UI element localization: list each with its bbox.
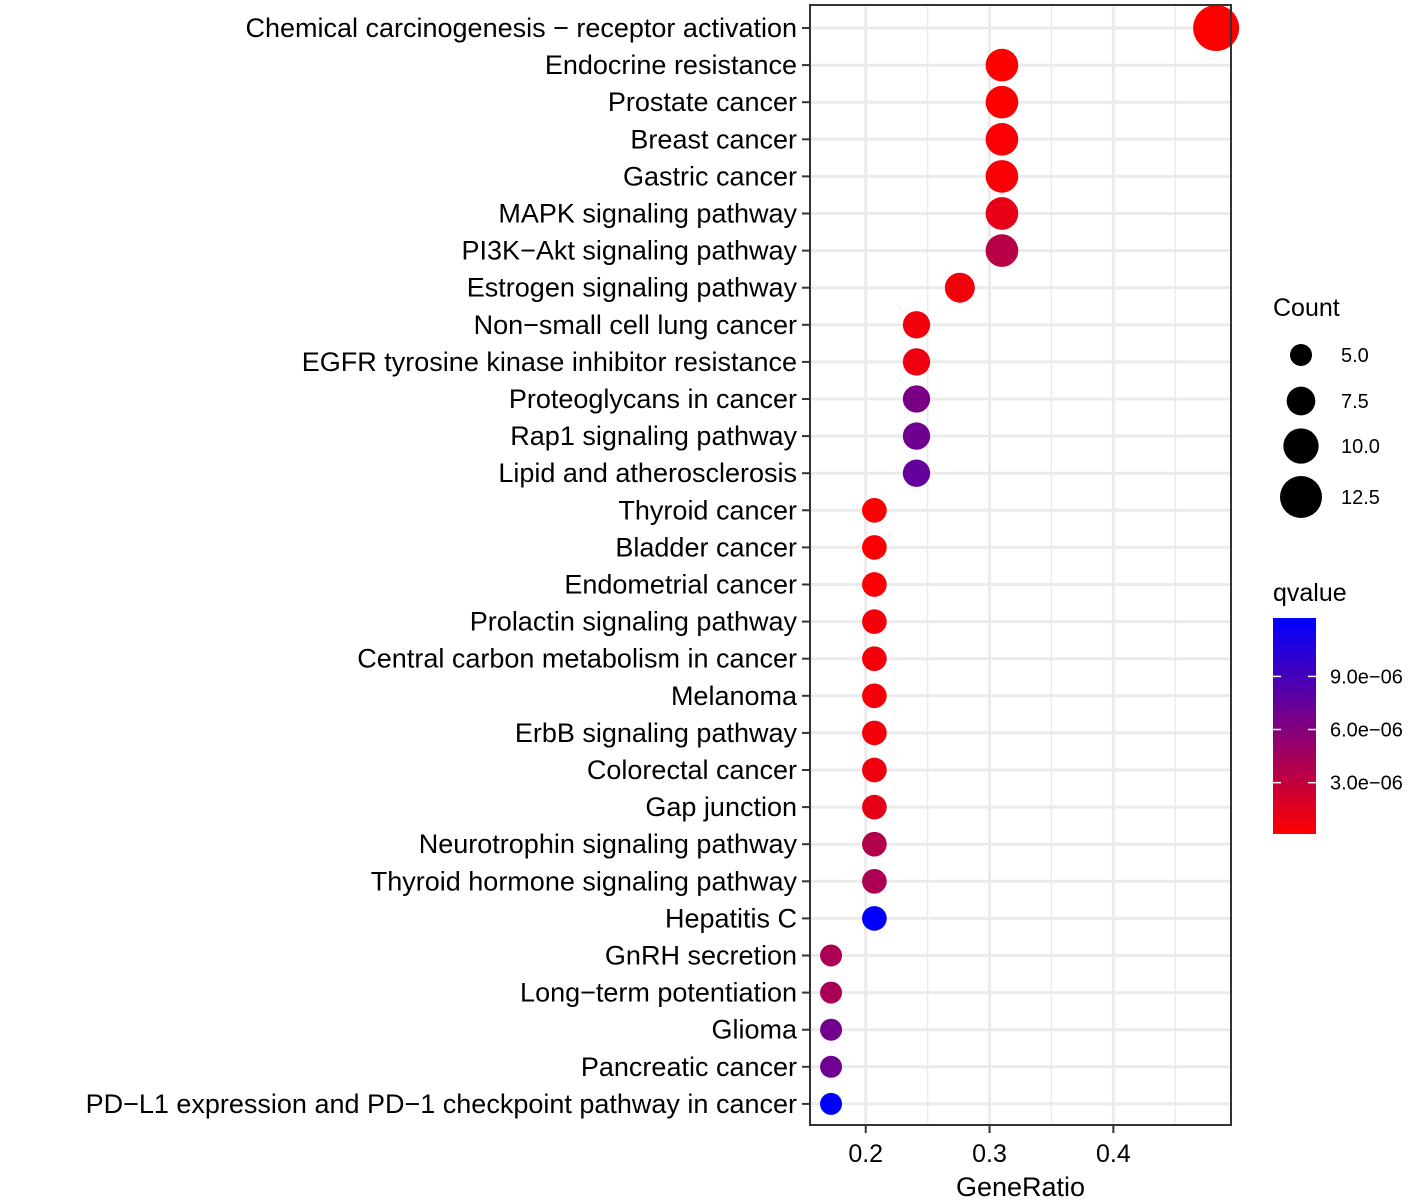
data-point [820,981,843,1004]
plot-background [810,5,1231,1125]
data-point [820,1018,843,1041]
data-point [862,831,887,857]
count-legend-key [1280,476,1322,518]
category-label: Breast cancer [630,124,797,154]
category-label: PI3K−Akt signaling pathway [462,236,798,266]
category-label: Chemical carcinogenesis − receptor activ… [245,13,797,43]
count-legend-title: Count [1273,294,1340,322]
category-label: Neurotrophin signaling pathway [419,829,798,859]
category-label: Colorectal cancer [587,755,797,785]
count-legend: Count 5.0 7.5 10.0 12.5 [1273,294,1380,518]
x-axis: 0.2 0.3 0.4 [848,1125,1131,1168]
category-label: Thyroid cancer [618,495,797,525]
category-label: GnRH secretion [605,941,797,971]
panel-border [809,4,1232,1126]
category-label: Proteoglycans in cancer [509,384,797,414]
qvalue-legend: qvalue 3.0e−06 6.0e−06 9.0e−06 [1273,579,1403,834]
data-point [902,422,931,450]
qvalue-legend-label: 6.0e−06 [1330,720,1403,742]
category-label: Gastric cancer [623,161,797,191]
data-point [820,1092,843,1115]
data-point [902,459,931,487]
panel-fill [810,5,1231,1125]
category-label: Bladder cancer [615,532,797,562]
data-point [985,234,1019,267]
data-point [862,646,887,672]
data-points [820,5,1240,1115]
count-legend-label: 10.0 [1341,436,1380,458]
data-point [862,794,887,820]
x-axis-title: GeneRatio [956,1172,1085,1202]
category-label: Prostate cancer [608,87,797,117]
qvalue-colorbar [1273,618,1316,834]
category-label: Glioma [711,1015,798,1045]
count-legend-label: 12.5 [1341,487,1380,509]
category-label: Thyroid hormone signaling pathway [371,866,798,896]
qvalue-legend-label: 3.0e−06 [1330,773,1403,795]
category-label: EGFR tyrosine kinase inhibitor resistanc… [302,347,797,377]
x-tick-label: 0.3 [972,1140,1007,1168]
data-point [902,311,931,339]
data-point [820,944,843,967]
data-point [862,757,887,783]
category-label: Pancreatic cancer [581,1052,797,1082]
count-legend-key [1283,428,1319,464]
data-point [902,385,931,413]
category-label: PD−L1 expression and PD−1 checkpoint pat… [86,1089,797,1119]
category-label: Rap1 signaling pathway [510,421,797,451]
category-label: MAPK signaling pathway [498,199,797,229]
y-axis-labels: Chemical carcinogenesis − receptor activ… [86,13,810,1119]
data-point [862,497,887,523]
data-point [902,348,931,376]
count-legend-label: 5.0 [1341,345,1369,367]
data-point [862,720,887,746]
category-label: Lipid and atherosclerosis [498,458,797,488]
category-label: Hepatitis C [665,903,797,933]
category-label: Prolactin signaling pathway [470,607,798,637]
qvalue-legend-title: qvalue [1273,579,1347,607]
plot-panel-border [809,4,1232,1126]
count-legend-key [1290,344,1312,366]
data-point [985,197,1019,230]
data-point [985,48,1019,82]
count-legend-label: 7.5 [1341,391,1369,413]
data-point [862,572,887,597]
data-point [985,160,1019,193]
data-point [944,272,975,303]
data-point [862,535,887,560]
x-tick-label: 0.4 [1096,1140,1131,1168]
data-point [862,868,887,894]
data-point [862,906,887,931]
category-label: Non−small cell lung cancer [474,310,797,340]
data-point [985,85,1019,119]
category-label: ErbB signaling pathway [515,718,798,748]
qvalue-legend-label: 9.0e−06 [1330,666,1403,688]
category-label: Melanoma [671,681,798,711]
category-label: Endometrial cancer [564,570,797,600]
data-point [1193,5,1240,51]
category-label: Endocrine resistance [545,50,797,80]
x-tick-label: 0.2 [848,1140,883,1168]
data-point [862,609,887,634]
category-label: Central carbon metabolism in cancer [357,644,797,674]
data-point [862,683,887,709]
data-point [820,1055,843,1078]
category-label: Gap junction [645,792,797,822]
category-label: Long−term potentiation [520,978,797,1008]
data-point [985,122,1019,156]
count-legend-key [1286,386,1316,416]
grid-lines [810,5,1231,1125]
category-label: Estrogen signaling pathway [467,273,798,303]
